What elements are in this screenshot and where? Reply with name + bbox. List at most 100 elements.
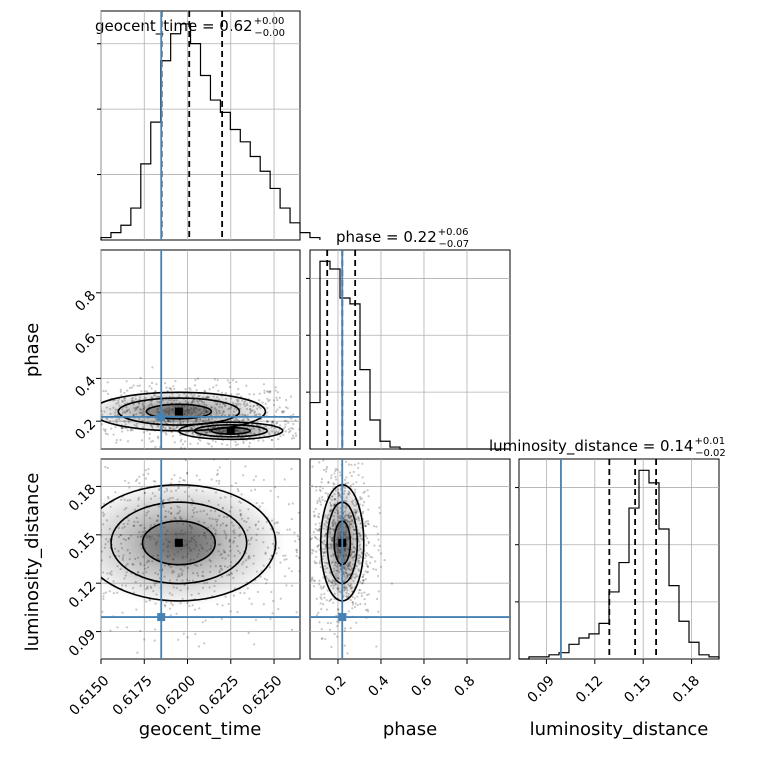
sample-point (362, 482, 366, 485)
sample-point (220, 442, 224, 446)
sample-point (325, 455, 327, 457)
sample-point (130, 386, 133, 389)
sample-point (314, 536, 318, 539)
sample-point (193, 384, 197, 387)
sample-point (142, 431, 146, 434)
sample-point (250, 489, 253, 492)
sample-point (196, 377, 200, 380)
sample-point (252, 393, 256, 396)
sample-point (314, 460, 316, 462)
density-layer (0, 366, 394, 655)
sample-point (256, 590, 259, 594)
sample-point (295, 434, 298, 437)
sample-point (252, 478, 255, 482)
sample-point (330, 645, 333, 649)
sample-point (71, 524, 73, 526)
sample-point (11, 529, 13, 531)
sample-point (225, 459, 228, 461)
sample-point (327, 481, 330, 484)
sample-point (277, 438, 280, 441)
sample-point (96, 395, 98, 397)
sample-point (367, 593, 370, 596)
sample-point (94, 529, 96, 531)
sample-point (175, 612, 178, 615)
sample-point (297, 538, 300, 541)
sample-point (135, 478, 139, 481)
sample-point (315, 485, 318, 488)
sample-point (53, 614, 55, 616)
sample-point (254, 475, 257, 478)
sample-point (269, 617, 272, 621)
sample-point (295, 611, 298, 614)
sample-point (352, 470, 355, 473)
sample-point (87, 562, 89, 564)
sample-point (319, 489, 322, 493)
sample-point (320, 587, 323, 590)
sample-point (262, 383, 266, 386)
sample-point (292, 413, 295, 416)
sample-point (323, 592, 326, 595)
sample-point (325, 465, 329, 469)
sample-point (88, 609, 90, 611)
sample-point (315, 550, 318, 553)
sample-point (93, 397, 95, 399)
sample-point (257, 439, 260, 442)
sample-point (355, 621, 358, 624)
sample-point (284, 406, 288, 409)
sample-point (0, 520, 2, 522)
sample-point (150, 381, 154, 385)
sample-point (90, 405, 92, 407)
sample-point (288, 528, 292, 531)
sample-point (211, 439, 214, 442)
sample-point (351, 607, 354, 610)
sample-point (63, 431, 65, 433)
sample-point (87, 405, 89, 407)
sample-point (51, 391, 53, 393)
sample-point (346, 414, 348, 416)
sample-point (311, 452, 313, 454)
sample-point (235, 380, 238, 384)
sample-point (102, 597, 105, 601)
sample-point (267, 400, 270, 403)
sample-point (142, 473, 145, 476)
xtick-label-phase-2: 0.6 (408, 673, 435, 700)
sample-point (378, 506, 381, 509)
sample-point (92, 555, 94, 557)
sample-point (378, 512, 381, 515)
sample-point (150, 387, 153, 390)
sample-point (218, 479, 221, 483)
sample-point (90, 518, 92, 520)
sample-point (157, 435, 160, 438)
sample-point (323, 468, 326, 472)
sample-point (265, 578, 269, 582)
sample-point (234, 444, 238, 447)
sample-point (320, 477, 324, 481)
sample-point (314, 507, 317, 511)
sample-point (364, 609, 368, 612)
sample-point (70, 469, 72, 471)
sample-point (297, 511, 300, 514)
sample-point (374, 568, 378, 571)
sample-point (364, 520, 368, 523)
sample-point (315, 613, 319, 617)
sample-point (352, 482, 355, 486)
sample-point (305, 558, 307, 560)
sample-point (94, 407, 96, 409)
sample-point (357, 462, 360, 465)
sample-point (287, 567, 291, 570)
sample-point (262, 478, 265, 482)
sample-point (322, 459, 325, 462)
sample-point (194, 633, 197, 636)
xtick-label-phase-3: 0.8 (451, 673, 478, 700)
sample-point (335, 442, 337, 444)
sample-point (334, 475, 337, 478)
sample-point (295, 551, 299, 554)
sample-point (366, 608, 369, 611)
sample-point (313, 397, 315, 399)
sample-point (97, 559, 99, 561)
sample-point (123, 391, 126, 395)
sample-point (127, 481, 130, 484)
sample-point (47, 582, 49, 584)
sample-point (367, 495, 370, 498)
sample-point (311, 555, 313, 557)
